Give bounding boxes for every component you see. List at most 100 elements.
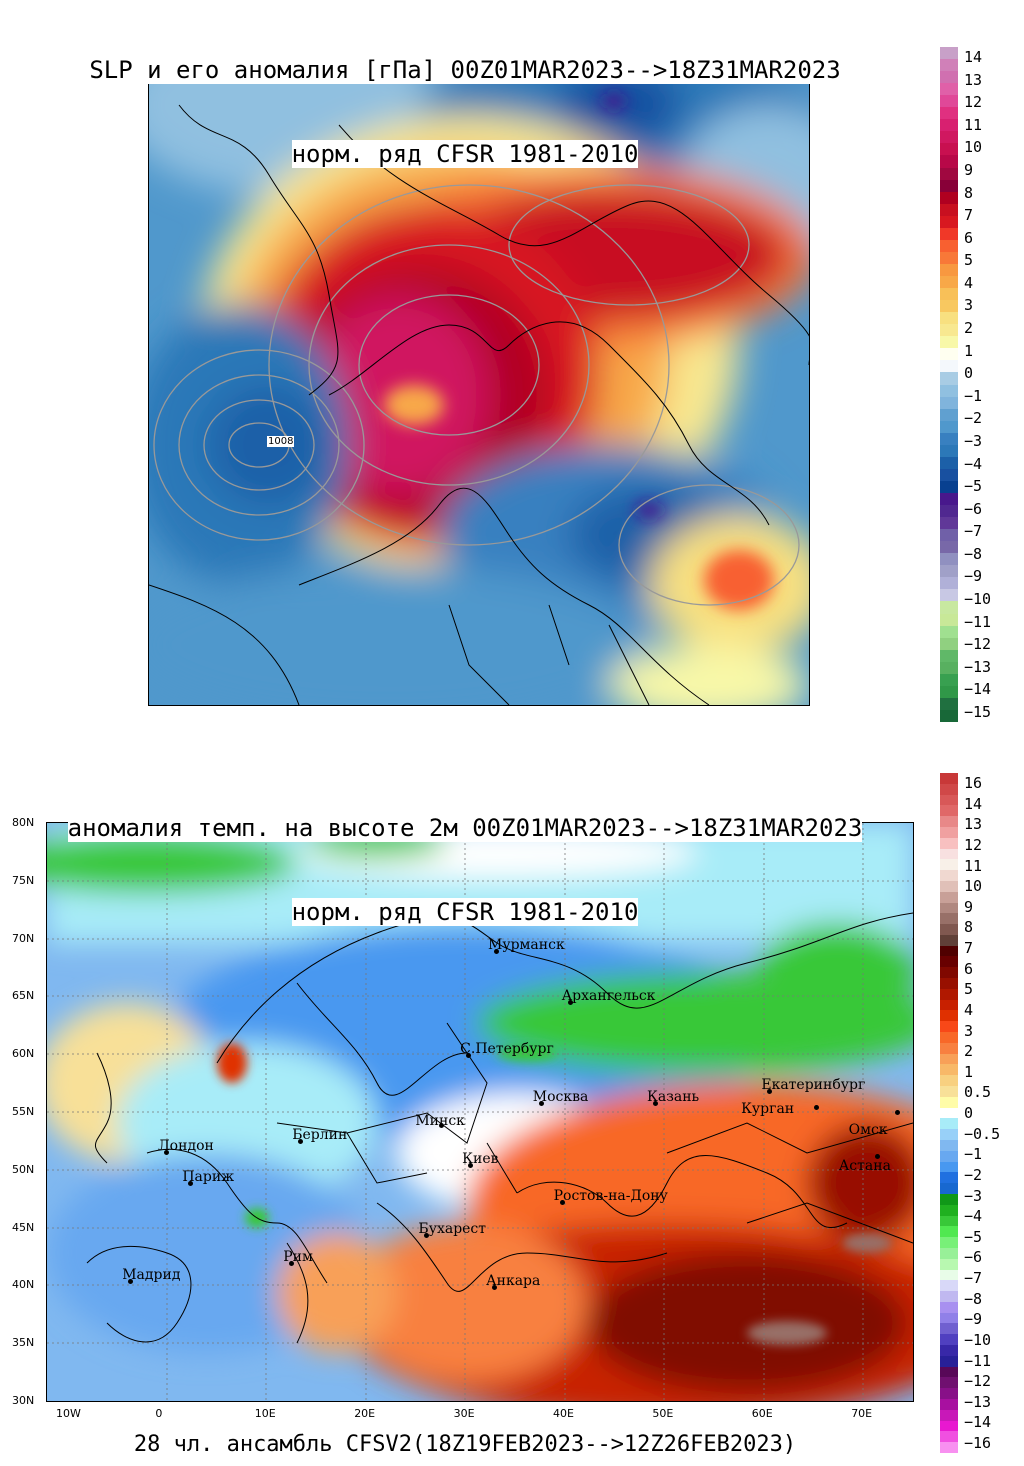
colorbar-label: 13	[964, 70, 983, 89]
colorbar-swatch	[940, 191, 958, 205]
colorbar-swatch	[940, 1323, 958, 1335]
colorbar-swatch	[940, 1053, 958, 1065]
colorbar-swatch	[940, 1086, 958, 1098]
colorbar-swatch	[940, 1193, 958, 1206]
colorbar-label: −8	[964, 1289, 983, 1308]
colorbar-swatch	[940, 1345, 958, 1357]
city-marker	[653, 1100, 659, 1106]
colorbar-label: −3	[964, 431, 983, 450]
colorbar-swatch	[940, 1010, 958, 1022]
colorbar-label: −10	[964, 1330, 992, 1349]
city-marker	[289, 1261, 295, 1267]
colorbar-label: −6	[964, 1248, 983, 1267]
colorbar-swatch	[940, 336, 958, 349]
colorbar-swatch	[940, 143, 958, 156]
city-label: Омск	[848, 1122, 888, 1138]
colorbar-swatch	[940, 348, 958, 361]
colorbar-swatch	[940, 1107, 958, 1119]
colorbar-swatch	[940, 902, 958, 914]
colorbar-label: 9	[964, 160, 974, 179]
lat-tick-label: 65N	[12, 989, 35, 1003]
colorbar-label: −11	[964, 612, 992, 631]
colorbar-swatch	[940, 1129, 958, 1141]
slp-isobars	[153, 184, 800, 606]
colorbar-swatch	[940, 227, 958, 241]
colorbar-swatch	[940, 880, 958, 893]
colorbar-swatch	[940, 1377, 958, 1389]
city-label: Лондон	[158, 1138, 214, 1155]
slp-anomaly-field	[149, 65, 809, 705]
city-label: Анкара	[486, 1272, 541, 1289]
lon-tick-label: 10W	[56, 1407, 81, 1420]
colorbar-swatch	[940, 396, 958, 410]
colorbar-swatch	[940, 697, 958, 711]
colorbar-swatch	[940, 1204, 958, 1217]
colorbar-label: 0.5	[964, 1083, 992, 1102]
colorbar-swatch	[940, 492, 958, 506]
colorbar-swatch	[940, 1291, 958, 1303]
colorbar-swatch	[940, 673, 958, 687]
panel2-title-line1: аномалия темп. на высоте 2м 00Z01MAR2023…	[67, 814, 863, 842]
colorbar-label: −9	[964, 567, 983, 586]
panel2-title-line2: норм. ряд CFSR 1981-2010	[291, 898, 639, 926]
colorbar-swatch	[940, 155, 958, 169]
temperature-anomaly-map: Мурманск Архангельск С.Петербург Москва Каза…	[46, 822, 914, 1402]
panel1-title: SLP и его аномалия [гПа] 00Z01MAR2023-->…	[0, 0, 930, 196]
city-marker	[424, 1232, 430, 1238]
colorbar-swatch	[940, 480, 958, 494]
colorbar-swatch	[940, 870, 958, 882]
lat-tick-label: 75N	[12, 873, 35, 887]
colorbar-swatch	[940, 637, 958, 651]
colorbar-swatch	[940, 709, 958, 723]
colorbar-swatch	[940, 589, 958, 602]
colorbar-label: 4	[964, 273, 974, 292]
city-label: Париж	[182, 1169, 235, 1186]
colorbar-swatch	[940, 999, 958, 1011]
colorbar-swatch	[940, 1139, 958, 1152]
colorbar-label: 10	[964, 877, 983, 896]
lon-tick-label: 70E	[851, 1407, 873, 1420]
city-marker	[494, 949, 499, 955]
lon-tick-label: 50E	[652, 1407, 674, 1420]
colorbar-swatch	[940, 685, 958, 699]
colorbar-label: 4	[964, 1000, 974, 1019]
city-label: Казань	[647, 1088, 700, 1105]
slp-anomaly-map: 1008	[148, 64, 810, 706]
colorbar-swatch	[940, 83, 958, 96]
ensemble-footer: 28 чл. ансамбль CFSV2(18Z19FEB2023-->12Z…	[133, 1432, 797, 1457]
colorbar-swatch	[940, 805, 958, 817]
colorbar-swatch	[940, 924, 958, 936]
city-label: Рим	[283, 1249, 313, 1266]
colorbar-swatch	[940, 1118, 958, 1130]
colorbar-swatch	[940, 661, 958, 675]
colorbar-swatch	[940, 1442, 958, 1454]
colorbar-label: 8	[964, 183, 974, 202]
city-label: Мурманск	[488, 937, 565, 954]
lat-tick-label: 80N	[12, 816, 35, 829]
colorbar-label: 2	[964, 1042, 974, 1061]
colorbar-swatch	[940, 837, 958, 850]
colorbar-swatch	[940, 444, 958, 458]
colorbar-swatch	[940, 263, 958, 277]
colorbar-label: −13	[964, 1392, 992, 1411]
city-label: Курган	[741, 1101, 795, 1118]
colorbar-swatch	[940, 1269, 958, 1281]
colorbar-label: −15	[964, 703, 992, 721]
footer-wrap: 28 чл. ансамбль CFSV2(18Z19FEB2023-->12Z…	[0, 1432, 930, 1457]
colorbar-swatch	[940, 1301, 958, 1314]
colorbar-swatch	[940, 288, 958, 301]
city-label: Астана	[838, 1157, 891, 1174]
colorbar-label: 16	[964, 774, 983, 792]
colorbar-label: −2	[964, 409, 983, 428]
colorbar-label: −0.5	[964, 1124, 1001, 1143]
lat-tick-label: 35N	[12, 1336, 35, 1350]
colorbar-swatch	[940, 913, 958, 925]
colorbar-swatch	[940, 1032, 958, 1044]
colorbar-swatch	[940, 956, 958, 968]
city-label: Берлин	[292, 1126, 348, 1143]
colorbar-swatch	[940, 1150, 958, 1163]
colorbar-swatch	[940, 324, 958, 337]
colorbar-swatch	[940, 119, 958, 132]
city-marker	[466, 1053, 472, 1059]
colorbar-swatch	[940, 1042, 958, 1055]
